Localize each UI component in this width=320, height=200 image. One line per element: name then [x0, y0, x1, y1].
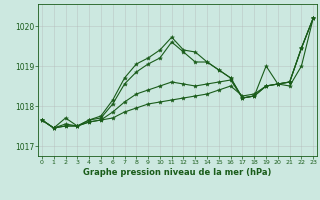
X-axis label: Graphe pression niveau de la mer (hPa): Graphe pression niveau de la mer (hPa): [84, 168, 272, 177]
